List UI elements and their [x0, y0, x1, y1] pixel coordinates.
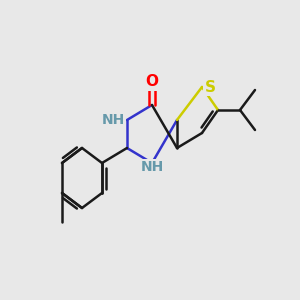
Text: S: S	[205, 80, 216, 94]
Text: NH: NH	[102, 113, 125, 127]
Text: O: O	[146, 74, 158, 89]
Text: NH: NH	[140, 160, 164, 174]
